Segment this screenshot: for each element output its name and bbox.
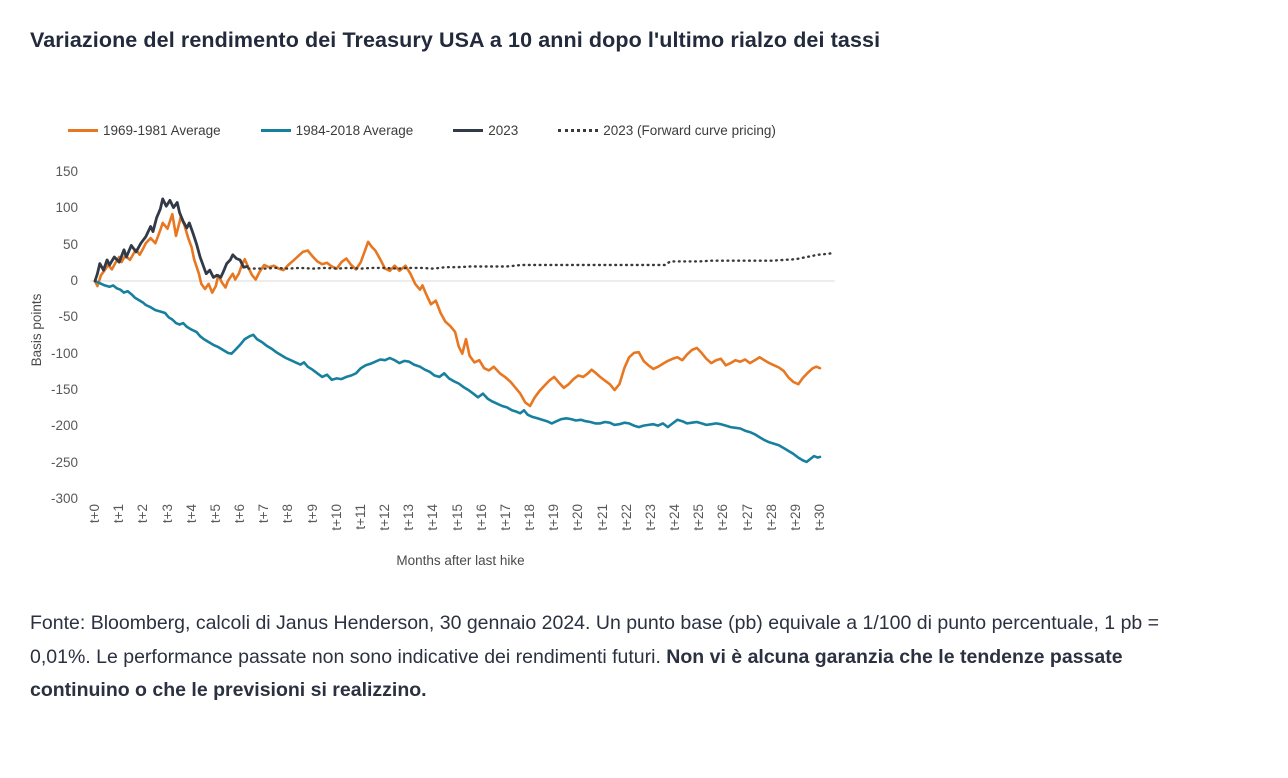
x-tick-label: t+12 bbox=[377, 504, 392, 531]
legend-item-1984-2018: 1984-2018 Average bbox=[260, 123, 414, 138]
x-tick-label: t+24 bbox=[667, 504, 682, 531]
legend-item-2023: 2023 bbox=[453, 123, 518, 138]
x-tick-label: t+21 bbox=[594, 504, 610, 531]
x-axis-title: Months after last hike bbox=[396, 553, 525, 568]
x-tick-label: t+28 bbox=[763, 504, 779, 531]
y-tick-label: -150 bbox=[50, 382, 78, 397]
x-tick-label: t+23 bbox=[642, 504, 658, 531]
y-tick-label: 50 bbox=[62, 236, 78, 252]
x-tick-label: t+27 bbox=[739, 504, 755, 531]
y-tick-label: -50 bbox=[58, 309, 78, 325]
legend-label: 2023 bbox=[488, 123, 519, 138]
legend-swatch-dark-line-icon bbox=[453, 129, 484, 132]
x-tick-label: t+10 bbox=[328, 504, 344, 531]
x-tick-label: t+14 bbox=[425, 504, 441, 531]
x-tick-label: t+29 bbox=[787, 504, 803, 531]
series-line-3 bbox=[247, 252, 833, 270]
legend-swatch-orange-line-icon bbox=[68, 129, 98, 132]
y-tick-label: -100 bbox=[50, 345, 78, 361]
x-tick-label: t+11 bbox=[352, 504, 368, 530]
y-tick-label: 100 bbox=[55, 200, 78, 216]
x-tick-label: t+3 bbox=[159, 504, 175, 524]
x-tick-label: t+20 bbox=[570, 504, 586, 531]
series-line-2 bbox=[93, 197, 249, 283]
source-note-bold-text: Non vi è alcuna garanzia che le tendenze… bbox=[30, 645, 1123, 702]
series-line-0 bbox=[93, 212, 822, 408]
y-axis-title: Basis points bbox=[29, 293, 44, 367]
y-tick-label: -200 bbox=[50, 418, 78, 434]
x-tick-label: t+7 bbox=[256, 504, 272, 524]
x-tick-label: t+15 bbox=[449, 504, 465, 531]
x-tick-label: t+8 bbox=[280, 504, 296, 524]
x-tick-label: t+13 bbox=[401, 504, 417, 531]
x-tick-label: t+5 bbox=[207, 504, 223, 524]
x-tick-label: t+22 bbox=[618, 504, 634, 531]
chart-legend: 1969-1981 Average 1984-2018 Average 2023… bbox=[68, 123, 776, 138]
x-tick-label: t+26 bbox=[715, 504, 731, 531]
x-tick-label: t+9 bbox=[304, 504, 320, 524]
x-tick-label: t+0 bbox=[87, 504, 102, 524]
line-chart-plot-area bbox=[90, 197, 835, 464]
y-tick-label: 0 bbox=[70, 273, 78, 288]
y-tick-label: -300 bbox=[50, 491, 78, 506]
x-tick-label: t+25 bbox=[691, 504, 707, 531]
x-tick-label: t+30 bbox=[812, 504, 827, 531]
legend-item-2023-forward: 2023 (Forward curve pricing) bbox=[558, 123, 776, 138]
x-tick-label: t+2 bbox=[135, 504, 151, 524]
x-tick-label: t+18 bbox=[522, 504, 537, 531]
x-tick-label: t+16 bbox=[473, 504, 489, 531]
x-tick-label: t+1 bbox=[111, 504, 127, 524]
y-tick-label: -250 bbox=[50, 454, 78, 470]
series-line-1 bbox=[93, 279, 822, 464]
x-tick-label: t+4 bbox=[183, 504, 199, 524]
x-tick-label: t+17 bbox=[497, 504, 513, 531]
legend-swatch-teal-line-icon bbox=[260, 129, 291, 132]
x-tick-label: t+6 bbox=[232, 504, 247, 524]
source-note: Fonte: Bloomberg, calcoli di Janus Hende… bbox=[30, 607, 1192, 708]
legend-label: 2023 (Forward curve pricing) bbox=[603, 123, 776, 138]
chart-title: Variazione del rendimento dei Treasury U… bbox=[30, 28, 881, 52]
x-tick-label: t+19 bbox=[546, 504, 562, 531]
legend-label: 1984-2018 Average bbox=[295, 123, 414, 138]
y-tick-label: 150 bbox=[55, 163, 78, 179]
source-note-text: Fonte: Bloomberg, calcoli di Janus Hende… bbox=[30, 612, 1160, 668]
legend-label: 1969-1981 Average bbox=[103, 123, 221, 138]
legend-swatch-dotted-line-icon bbox=[558, 129, 599, 132]
legend-item-1969-1981: 1969-1981 Average bbox=[68, 123, 221, 138]
